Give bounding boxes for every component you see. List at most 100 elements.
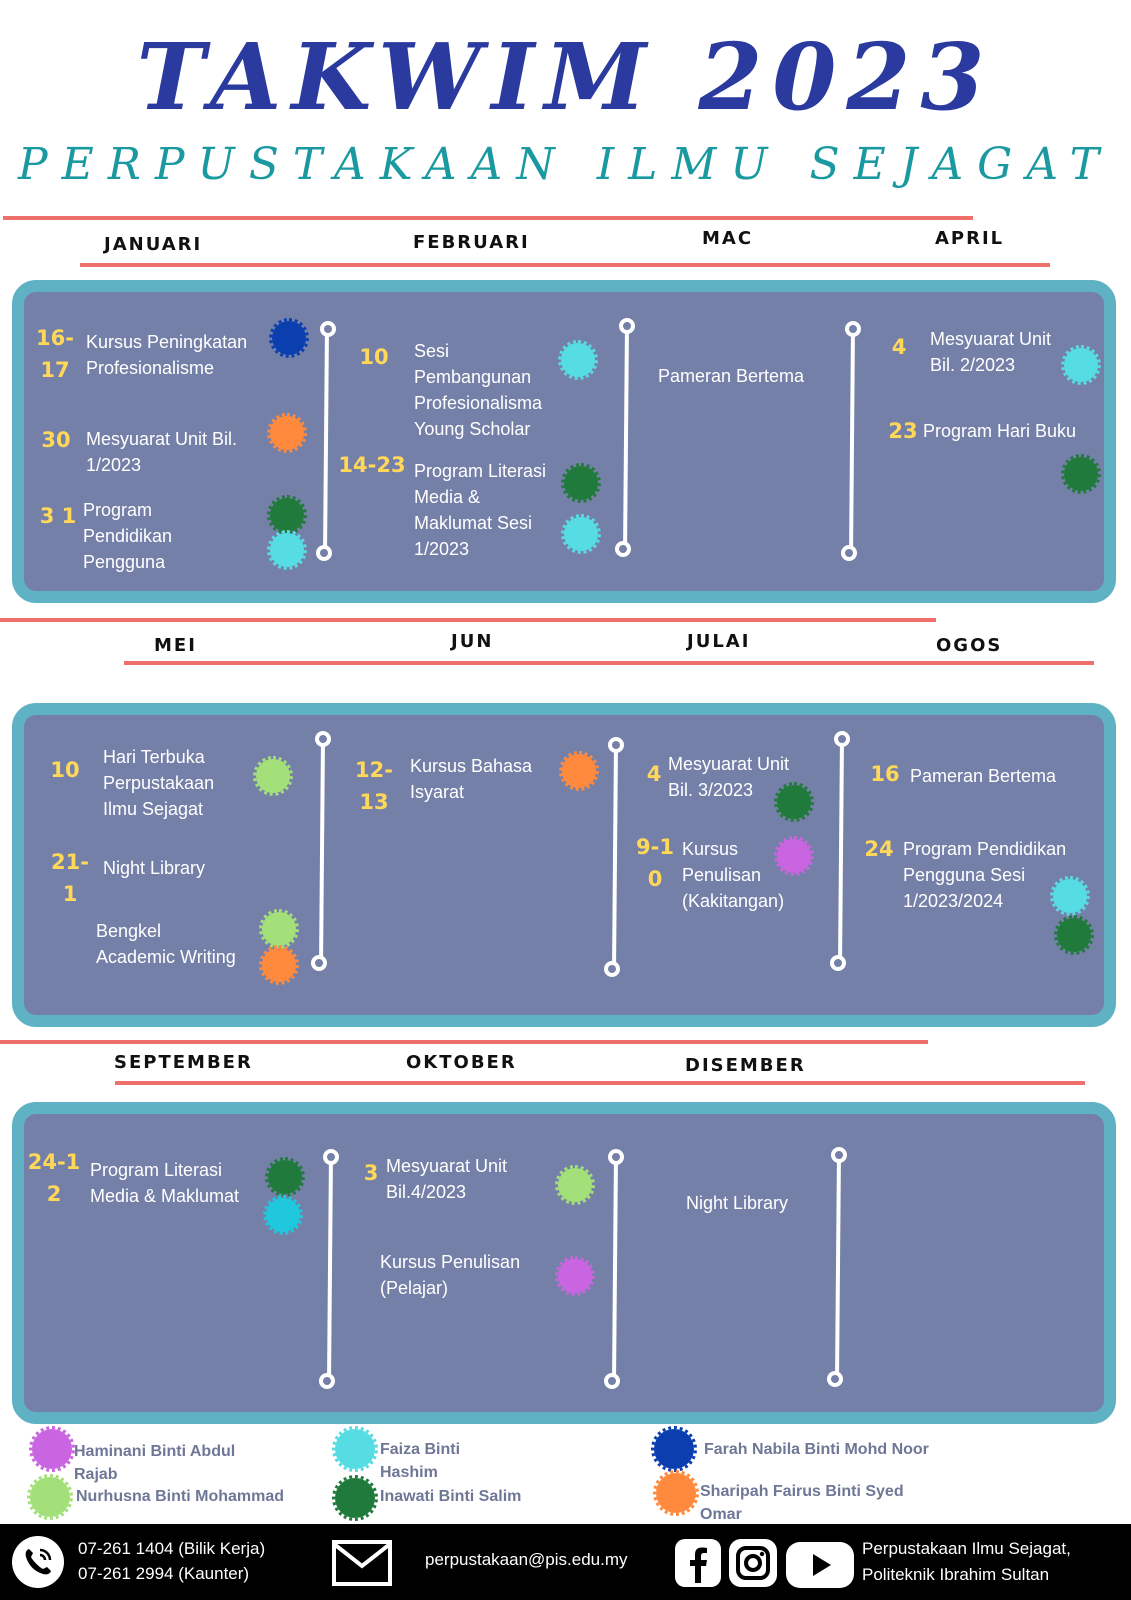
event-date: 10 <box>359 345 389 369</box>
timeline-knob <box>604 1373 620 1389</box>
legend-name: Farah Nabila Binti Mohd Noor <box>704 1441 929 1458</box>
calendar-panel-q4 <box>12 1102 1116 1424</box>
page-title: TAKWIM 2023 <box>136 23 995 131</box>
timeline-knob <box>323 1149 339 1165</box>
legend-name: Sharipah Fairus Binti Syed Omar <box>700 1483 904 1523</box>
timeline-knob <box>831 1147 847 1163</box>
timeline-knob <box>319 1373 335 1389</box>
calendar-panel-q1 <box>12 280 1116 603</box>
facebook-icon[interactable] <box>675 1539 721 1587</box>
month-label-september: SEPTEMBER <box>114 1052 253 1073</box>
assignee-marker-cyan <box>263 1195 303 1235</box>
event-text: Program Pendidikan Pengguna <box>83 500 173 572</box>
event-text: Mesyuarat Unit Bil. 3/2023 <box>668 754 790 800</box>
phone-icon[interactable] <box>12 1536 64 1588</box>
phone-office: 07-261 1404 (Bilik Kerja) <box>78 1539 266 1558</box>
assignee-marker-cyan <box>1050 876 1090 916</box>
assignee-marker-green <box>1061 454 1101 494</box>
legend-marker-purple <box>29 1426 75 1472</box>
timeline-knob <box>608 737 624 753</box>
event-date: 10 <box>50 758 80 782</box>
month-label-disember: DISEMBER <box>685 1055 806 1076</box>
assignee-marker-orange <box>259 945 299 985</box>
assignee-marker-green <box>774 782 814 822</box>
timeline-knob <box>834 731 850 747</box>
event-date: 24-1 2 <box>27 1150 81 1206</box>
event-text: Kursus Penulisan (Kakitangan) <box>682 839 785 911</box>
assignee-marker-orange <box>559 751 599 791</box>
assignee-marker-blue <box>269 318 309 358</box>
assignee-marker-cyan <box>558 340 598 380</box>
event-text: Pameran Bertema <box>910 766 1057 786</box>
assignee-marker-purple <box>774 836 814 876</box>
assignee-marker-cyan <box>1061 345 1101 385</box>
event-date: 24 <box>864 837 894 861</box>
youtube-icon[interactable] <box>786 1542 854 1588</box>
month-label-mac: MAC <box>702 228 754 249</box>
event-text: Bengkel Academic Writing <box>96 921 236 967</box>
month-label-april: APRIL <box>935 228 1005 249</box>
event-date: 4 <box>891 335 907 359</box>
timeline-knob <box>315 731 331 747</box>
event-text: Program Hari Buku <box>923 421 1077 441</box>
legend-name: Faiza Binti Hashim <box>380 1441 461 1481</box>
assignee-marker-green <box>561 463 601 503</box>
month-label-julai: JULAI <box>687 631 751 652</box>
event-text: Kursus Bahasa Isyarat <box>410 756 533 802</box>
assignee-marker-green <box>267 495 307 535</box>
event-date: 12- 13 <box>355 758 393 814</box>
assignee-marker-lightgreen <box>253 756 293 796</box>
event-text: Night Library <box>686 1193 789 1213</box>
event-text: Hari Terbuka Perpustakaan Ilmu Sejagat <box>103 747 215 819</box>
legend-name: Nurhusna Binti Mohammad <box>76 1488 285 1505</box>
month-label-januari: JANUARI <box>104 234 203 255</box>
event-text: Program Literasi Media & Maklumat Sesi 1… <box>414 461 547 559</box>
contact-footer: 07-261 1404 (Bilik Kerja) 07-261 2994 (K… <box>0 1524 1131 1600</box>
event-date: 14-23 <box>338 453 406 477</box>
timeline-knob <box>845 321 861 337</box>
divider-line <box>115 1081 1085 1085</box>
legend-marker-orange <box>653 1470 699 1516</box>
timeline-knob <box>604 961 620 977</box>
instagram-icon[interactable] <box>729 1539 777 1587</box>
assignee-marker-lightgreen <box>259 909 299 949</box>
organisation-name: Perpustakaan Ilmu Sejagat, <box>862 1539 1071 1558</box>
legend-marker-lightgreen <box>27 1474 73 1520</box>
event-date: 30 <box>41 428 71 452</box>
timeline-knob <box>841 545 857 561</box>
timeline-knob <box>615 541 631 557</box>
assignee-marker-lightgreen <box>555 1165 595 1205</box>
event-date: 3 <box>363 1161 379 1185</box>
event-text: Kursus Penulisan (Pelajar) <box>380 1252 521 1298</box>
divider-line <box>80 263 1050 267</box>
event-date: 21- 1 <box>51 850 89 906</box>
divider-line <box>3 216 973 220</box>
timeline-knob <box>827 1371 843 1387</box>
legend-marker-blue <box>651 1426 697 1472</box>
assignee-marker-orange <box>267 413 307 453</box>
assignee-marker-cyan <box>267 530 307 570</box>
assignee-marker-green <box>265 1157 305 1197</box>
email-address[interactable]: perpustakaan@pis.edu.my <box>425 1550 628 1569</box>
legend-name: Haminani Binti Abdul Rajab <box>74 1443 236 1483</box>
event-text: Mesyuarat Unit Bil. 2/2023 <box>930 329 1052 375</box>
assignee-marker-green <box>1054 915 1094 955</box>
legend-name: Inawati Binti Salim <box>380 1488 522 1505</box>
timeline-knob <box>316 545 332 561</box>
assignee-marker-cyan <box>561 514 601 554</box>
page-subtitle: PERPUSTAKAAN ILMU SEJAGAT <box>17 139 1113 190</box>
mail-icon[interactable] <box>332 1540 392 1590</box>
calendar-panel-q2 <box>12 703 1116 1027</box>
phone-counter: 07-261 2994 (Kaunter) <box>78 1564 250 1583</box>
timeline-knob <box>608 1149 624 1165</box>
timeline-knob <box>830 955 846 971</box>
month-label-mei: MEI <box>154 635 197 656</box>
month-label-februari: FEBRUARI <box>413 232 530 253</box>
event-text: Pameran Bertema <box>658 366 805 386</box>
divider-line <box>124 661 1094 665</box>
assignee-marker-purple <box>555 1256 595 1296</box>
month-label-jun: JUN <box>451 631 494 652</box>
legend-marker-green <box>332 1475 378 1521</box>
timeline-knob <box>320 321 336 337</box>
event-text: Sesi Pembangunan Profesionalisma Young S… <box>414 341 543 439</box>
